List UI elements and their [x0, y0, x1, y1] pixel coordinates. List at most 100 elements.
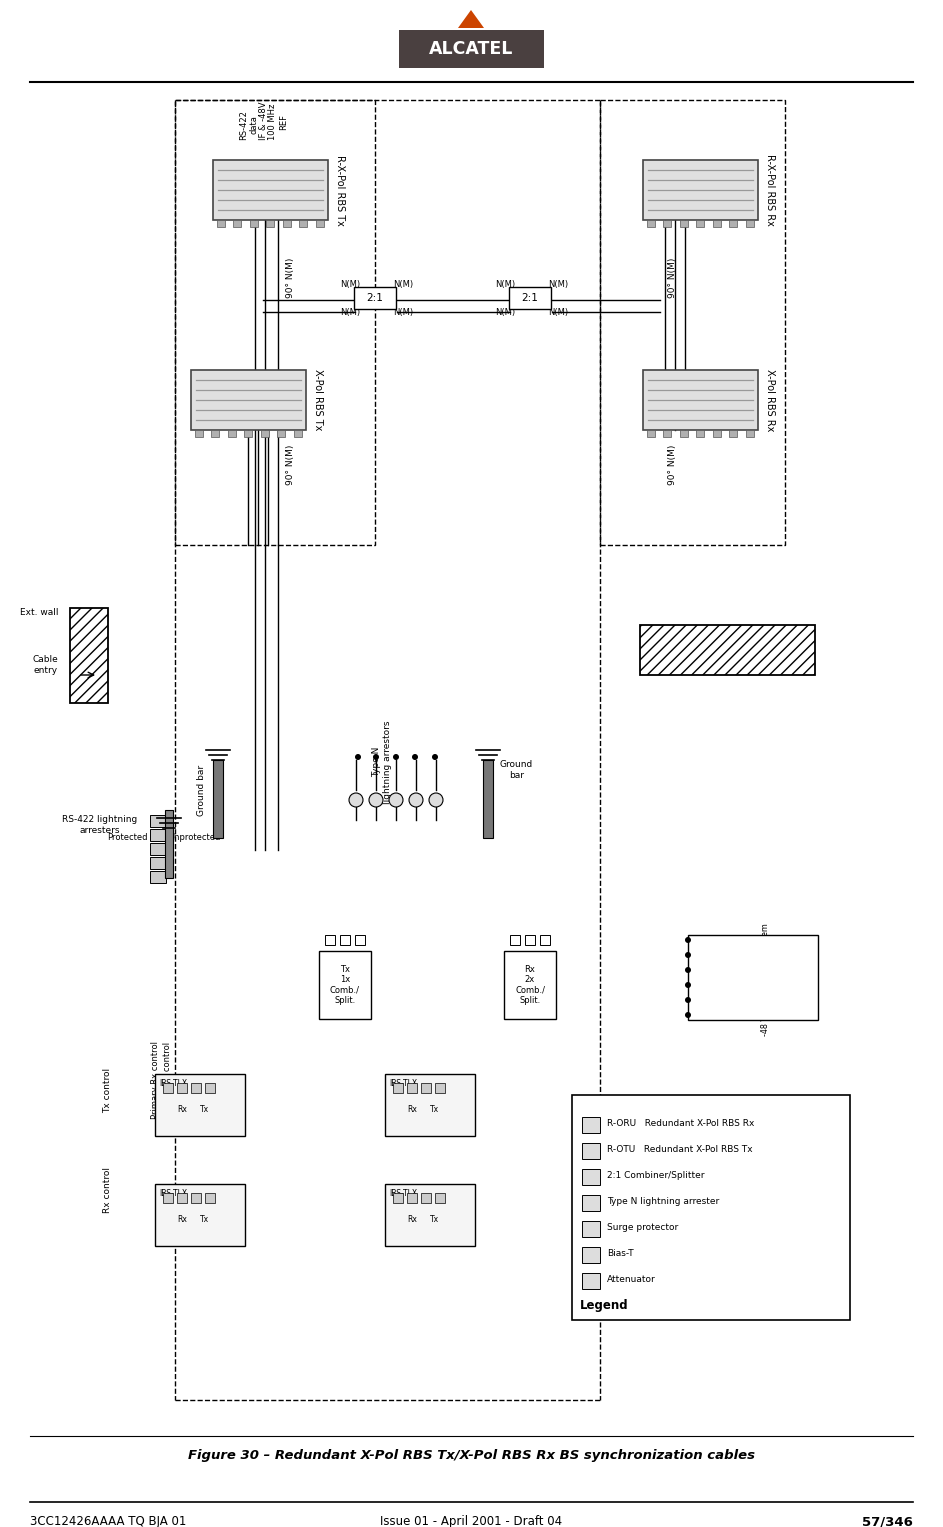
Bar [155, 1183, 245, 1246]
Text: 2:1 Combiner/Splitter: 2:1 Combiner/Splitter [607, 1171, 704, 1180]
Text: Rx
2x
Comb./
Split.: Rx 2x Comb./ Split. [515, 965, 545, 1005]
Text: Rx: Rx [407, 1106, 417, 1115]
Bar [266, 220, 274, 228]
Bar [729, 431, 737, 437]
Bar [393, 1193, 403, 1203]
Bar [260, 431, 269, 437]
Text: N(M): N(M) [339, 281, 360, 290]
Text: 100 MHz
REF: 100 MHz REF [269, 104, 288, 140]
Text: Unprotected: Unprotected [168, 834, 221, 843]
Text: Type N
lightning arrestors: Type N lightning arrestors [372, 721, 391, 803]
Bar [713, 431, 720, 437]
Text: Rx: Rx [177, 1215, 187, 1225]
Bar [525, 935, 535, 945]
Bar [746, 431, 753, 437]
Circle shape [373, 754, 379, 760]
Bar [435, 1193, 445, 1203]
Bar [647, 220, 654, 228]
Bar [250, 220, 257, 228]
Bar [244, 431, 252, 437]
Text: Rx: Rx [177, 1106, 187, 1115]
Text: 57/346: 57/346 [862, 1515, 913, 1527]
Text: Ground bar: Ground bar [197, 765, 206, 815]
Circle shape [412, 754, 418, 760]
Text: 90° N(M): 90° N(M) [668, 258, 676, 298]
Bar [582, 1116, 600, 1133]
Bar [640, 625, 815, 675]
Polygon shape [458, 11, 484, 27]
Circle shape [685, 1012, 691, 1019]
Bar [325, 935, 335, 945]
Circle shape [393, 754, 399, 760]
Bar [421, 1083, 431, 1093]
Text: Ground
bar: Ground bar [500, 760, 533, 780]
Bar [205, 1193, 215, 1203]
Text: RS-422
data: RS-422 data [240, 110, 258, 140]
Text: 2:1: 2:1 [521, 293, 538, 302]
Text: N(M): N(M) [393, 281, 413, 290]
Bar [175, 99, 375, 545]
Text: N(M): N(M) [548, 281, 568, 290]
Text: N(M): N(M) [548, 307, 568, 316]
Text: IBS-TLX: IBS-TLX [159, 1190, 187, 1199]
Bar [642, 160, 757, 220]
Text: Issue 01 - April 2001 - Draft 04: Issue 01 - April 2001 - Draft 04 [380, 1515, 562, 1527]
Bar [729, 220, 737, 228]
Text: X-Pol RBS Tx: X-Pol RBS Tx [313, 370, 323, 431]
Text: R-ORU   Redundant X-Pol RBS Rx: R-ORU Redundant X-Pol RBS Rx [607, 1119, 754, 1128]
Text: R-OTU   Redundant X-Pol RBS Tx: R-OTU Redundant X-Pol RBS Tx [607, 1145, 753, 1154]
Text: -48 V dc distribution system: -48 V dc distribution system [760, 924, 769, 1037]
Bar [510, 935, 520, 945]
Bar [540, 935, 550, 945]
Text: 2:1: 2:1 [367, 293, 384, 302]
Circle shape [432, 754, 438, 760]
Text: Cable
entry: Cable entry [32, 655, 58, 675]
Bar [399, 31, 544, 69]
Text: N(M): N(M) [393, 307, 413, 316]
Text: Primary Rx control: Primary Rx control [151, 1041, 159, 1119]
Bar [746, 220, 753, 228]
Text: Ext. wall: Ext. wall [20, 608, 58, 617]
Text: IBS-TLX: IBS-TLX [389, 1080, 417, 1089]
Bar [233, 220, 241, 228]
Bar [582, 1144, 600, 1159]
Text: Surge protector: Surge protector [607, 1223, 678, 1232]
Bar [713, 220, 720, 228]
Text: Figure 30 – Redundant X-Pol RBS Tx/X-Pol RBS Rx BS synchronization cables: Figure 30 – Redundant X-Pol RBS Tx/X-Pol… [188, 1449, 754, 1461]
Bar [227, 431, 236, 437]
Text: Tx
1x
Comb./
Split.: Tx 1x Comb./ Split. [330, 965, 360, 1005]
Bar [509, 287, 551, 308]
Bar [582, 1170, 600, 1185]
Bar [212, 160, 327, 220]
Bar [165, 809, 173, 878]
Text: IBS-TLX: IBS-TLX [389, 1190, 417, 1199]
Text: 90° N(M): 90° N(M) [286, 444, 294, 486]
Text: 90° N(M): 90° N(M) [286, 258, 294, 298]
Text: Legend: Legend [580, 1299, 629, 1313]
Bar [150, 815, 166, 828]
Bar [696, 220, 704, 228]
Bar [582, 1248, 600, 1263]
Text: Protected: Protected [108, 834, 148, 843]
Text: Attenuator: Attenuator [607, 1275, 655, 1284]
Circle shape [355, 754, 361, 760]
Bar [393, 1083, 403, 1093]
Text: IF & -48V: IF & -48V [258, 101, 268, 140]
Text: Rx control: Rx control [104, 1167, 112, 1212]
Circle shape [349, 793, 363, 806]
Bar [283, 220, 290, 228]
Text: ALCATEL: ALCATEL [429, 40, 513, 58]
Bar [163, 1193, 173, 1203]
Text: Tx: Tx [430, 1215, 439, 1225]
Bar [340, 935, 350, 945]
Text: N(M): N(M) [495, 307, 515, 316]
Bar [435, 1083, 445, 1093]
Bar [299, 220, 307, 228]
Bar [194, 431, 203, 437]
Bar [319, 951, 371, 1019]
Bar [177, 1193, 187, 1203]
Bar [663, 431, 671, 437]
Bar [293, 431, 302, 437]
Bar [191, 1193, 201, 1203]
Bar [421, 1193, 431, 1203]
